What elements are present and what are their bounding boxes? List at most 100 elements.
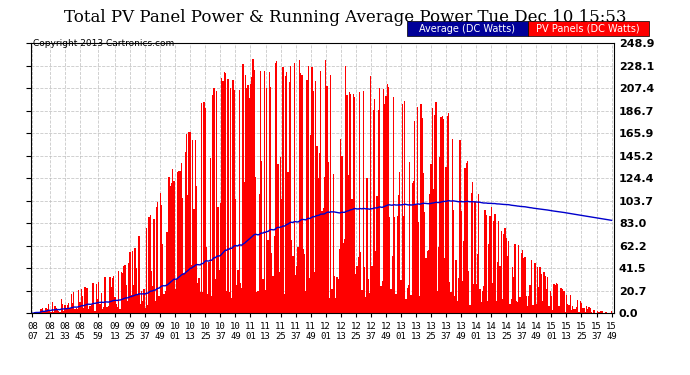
Bar (115, 297, 116, 313)
Bar (190, 132, 191, 313)
Bar (572, 306, 573, 313)
Bar (413, 182, 414, 313)
Bar (329, 298, 330, 313)
Bar (164, 294, 165, 313)
Bar (95, 311, 96, 313)
Bar (219, 202, 221, 313)
Bar (466, 162, 468, 313)
Bar (295, 275, 296, 313)
Bar (391, 256, 393, 313)
Bar (359, 93, 360, 313)
Bar (296, 266, 297, 313)
Bar (512, 267, 513, 313)
Bar (506, 238, 507, 313)
Bar (581, 303, 582, 313)
Bar (567, 304, 569, 313)
Bar (575, 309, 576, 313)
Bar (288, 82, 290, 313)
Bar (75, 309, 76, 313)
Bar (67, 304, 68, 313)
Bar (230, 88, 231, 313)
Bar (399, 172, 400, 313)
Bar (246, 88, 247, 313)
Bar (41, 308, 43, 313)
Bar (224, 72, 225, 313)
Bar (108, 306, 110, 313)
Bar (409, 162, 411, 313)
Bar (468, 271, 469, 313)
Bar (348, 175, 349, 313)
Bar (543, 272, 544, 313)
Bar (577, 300, 578, 313)
Bar (171, 183, 172, 313)
Bar (342, 156, 343, 313)
Bar (350, 94, 351, 313)
Bar (300, 74, 302, 313)
Bar (116, 304, 117, 313)
Bar (70, 294, 72, 313)
Bar (501, 231, 502, 313)
Bar (363, 91, 364, 313)
Bar (126, 285, 127, 313)
Bar (477, 254, 478, 313)
Bar (464, 168, 466, 313)
Bar (215, 279, 216, 313)
Bar (324, 177, 325, 313)
Bar (244, 182, 245, 313)
Bar (524, 257, 526, 313)
Bar (474, 202, 475, 313)
Bar (385, 96, 386, 313)
Bar (503, 234, 504, 313)
Bar (96, 284, 97, 313)
Bar (52, 302, 53, 313)
Bar (92, 283, 93, 313)
Bar (38, 312, 39, 313)
Bar (247, 86, 248, 313)
Bar (552, 310, 553, 313)
Text: Copyright 2013 Cartronics.com: Copyright 2013 Cartronics.com (33, 39, 175, 48)
Bar (76, 308, 77, 313)
Bar (69, 308, 70, 313)
Bar (124, 265, 126, 313)
Bar (78, 290, 79, 313)
Bar (77, 309, 78, 313)
Bar (233, 90, 235, 313)
Bar (395, 294, 397, 313)
Bar (168, 177, 170, 313)
Bar (222, 81, 224, 313)
Bar (262, 279, 264, 313)
Bar (583, 308, 584, 313)
Bar (256, 292, 257, 313)
Bar (517, 302, 518, 313)
Bar (142, 301, 144, 313)
Bar (204, 102, 205, 313)
Bar (257, 291, 259, 313)
Bar (521, 253, 522, 313)
Bar (611, 311, 612, 313)
Bar (44, 312, 46, 313)
Bar (443, 118, 444, 313)
Bar (591, 312, 592, 313)
Bar (213, 88, 215, 313)
Bar (93, 283, 95, 313)
Bar (433, 189, 434, 313)
Bar (354, 97, 355, 313)
Bar (551, 296, 552, 313)
Bar (532, 304, 533, 313)
Bar (193, 209, 195, 313)
Bar (172, 169, 173, 313)
Bar (384, 104, 385, 313)
Bar (498, 221, 500, 313)
Bar (388, 87, 389, 313)
Bar (389, 217, 391, 313)
Bar (471, 193, 472, 313)
Bar (487, 301, 488, 313)
Bar (323, 208, 324, 313)
Bar (167, 231, 168, 313)
Bar (290, 66, 291, 313)
Bar (159, 193, 161, 313)
Bar (237, 270, 239, 313)
Bar (315, 81, 316, 313)
Bar (128, 262, 130, 313)
Bar (271, 253, 273, 313)
